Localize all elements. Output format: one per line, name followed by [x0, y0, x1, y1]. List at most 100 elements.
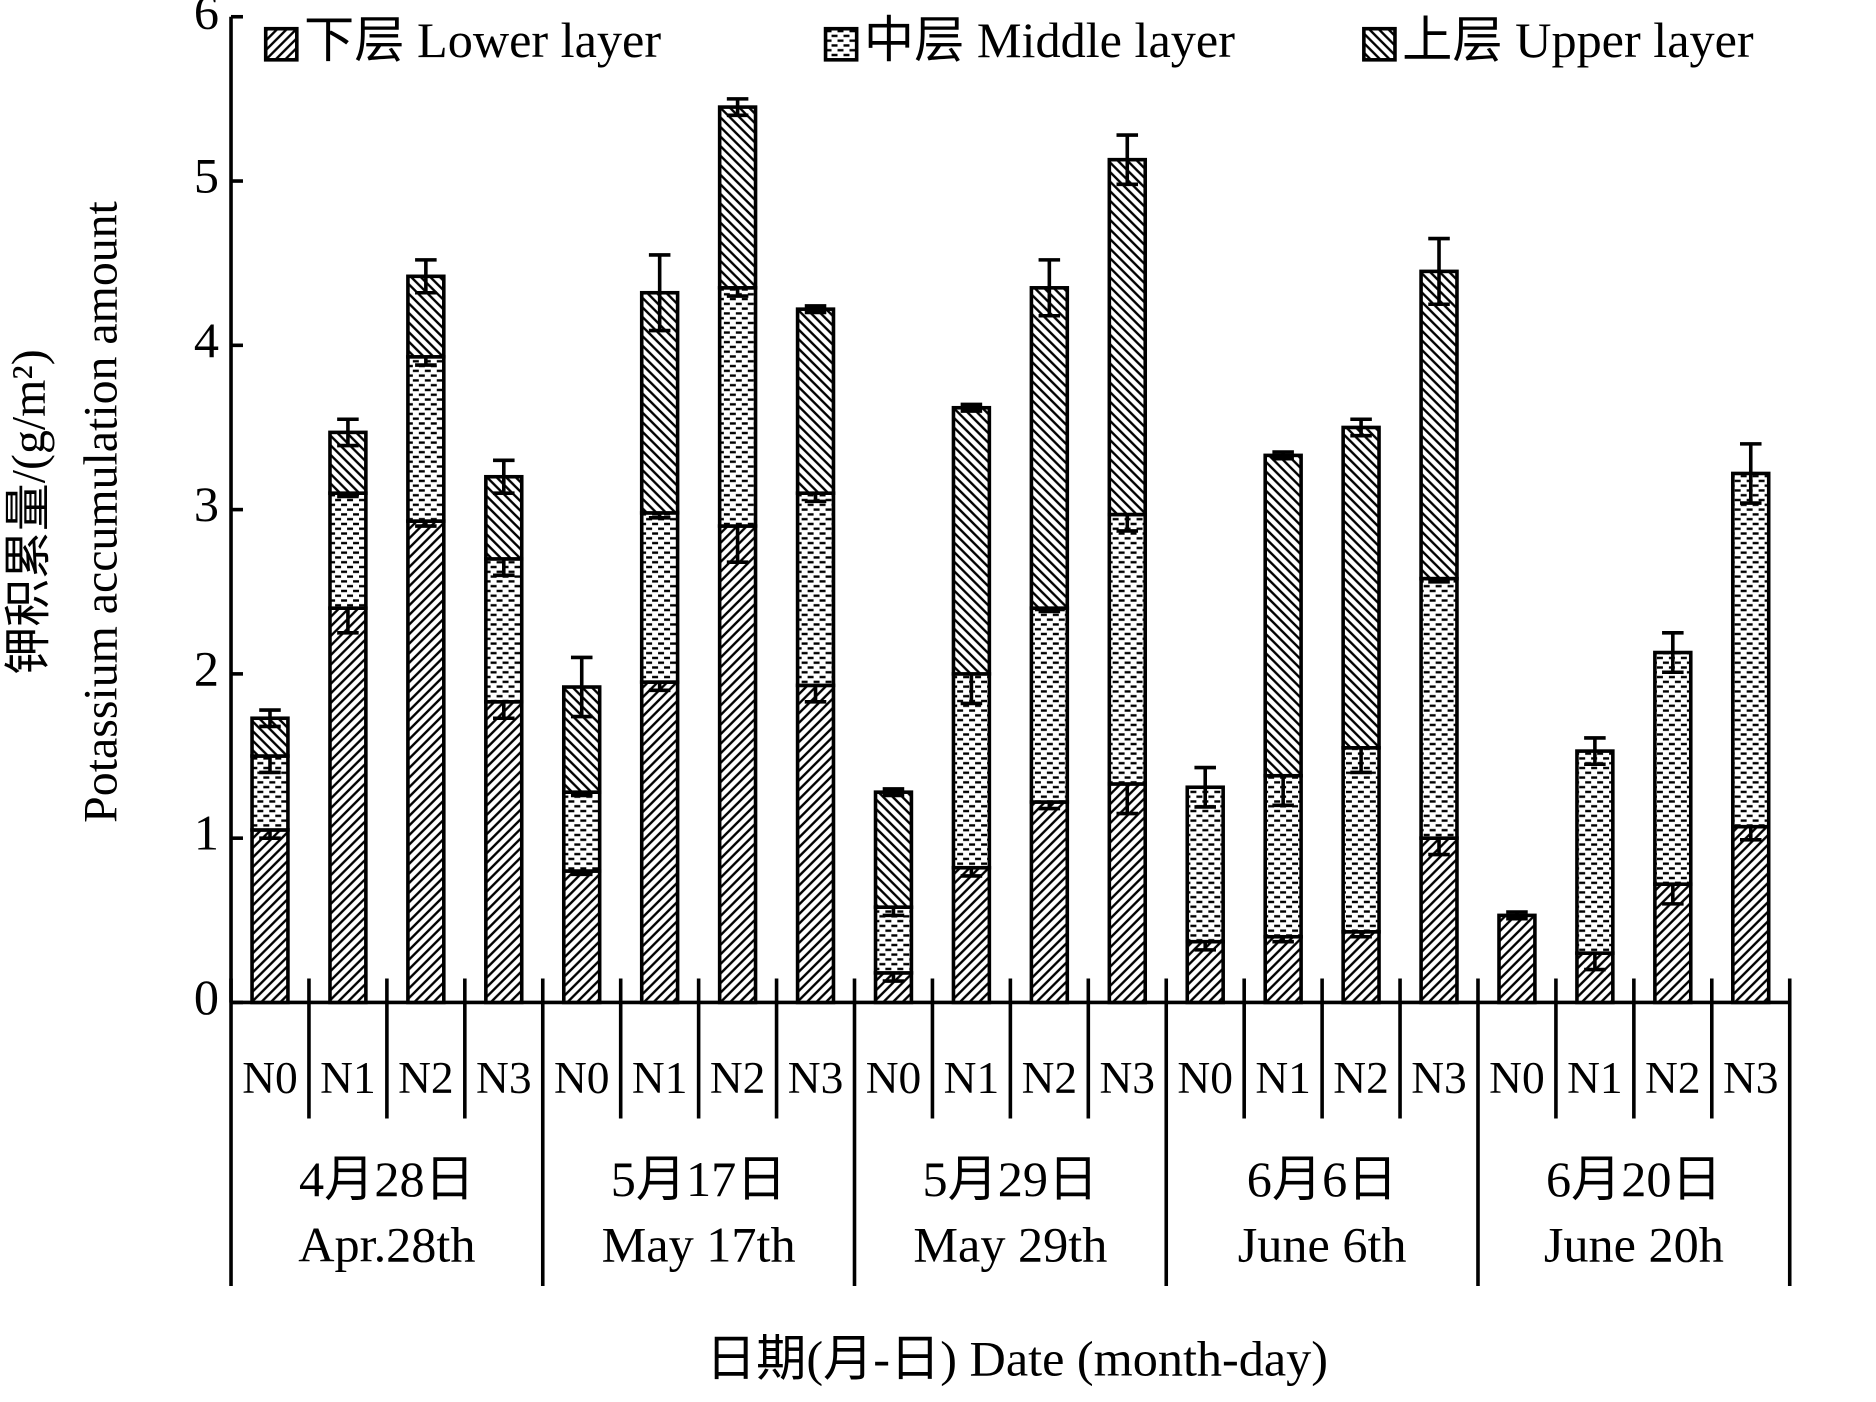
y-tick-label: 2	[194, 640, 219, 696]
x-tick-label: N2	[1645, 1052, 1701, 1103]
group-label: 6月6日	[1247, 1151, 1398, 1207]
error-bar	[1662, 631, 1684, 675]
y-tick-label: 6	[194, 0, 219, 39]
bar-segment	[1341, 425, 1381, 750]
group-label-en: June 6th	[1238, 1217, 1407, 1273]
error-bar	[1350, 417, 1372, 438]
bar-segment	[406, 519, 446, 1005]
bar-segment	[1575, 749, 1615, 955]
x-tick-label: N0	[554, 1052, 610, 1103]
legend-label: 上层 Upper layer	[1402, 12, 1754, 68]
bar-segment	[1341, 930, 1381, 1005]
bar-segment	[1263, 934, 1303, 1005]
bar-segment	[795, 491, 836, 688]
bar-segment	[250, 828, 290, 1005]
bar-segment	[1419, 836, 1459, 1005]
bar-segment	[250, 716, 290, 758]
error-bar	[337, 417, 359, 448]
y-axis-title-en: Potassium accumulation amount	[74, 200, 127, 822]
x-tick-label: N0	[1177, 1052, 1233, 1103]
error-bar	[1194, 765, 1216, 809]
bar-segment	[250, 754, 290, 832]
bar-segment	[951, 865, 992, 1005]
x-tick-label: N0	[242, 1052, 298, 1103]
bar-segment	[1497, 913, 1537, 1005]
bar-segment	[1029, 286, 1070, 610]
bar-segment	[484, 557, 524, 704]
bar-segment	[1341, 746, 1381, 934]
group-label-en: May 17th	[602, 1217, 796, 1273]
bar-segment	[328, 491, 368, 610]
bar-segment	[717, 105, 758, 290]
bar-segment	[561, 869, 602, 1005]
x-tick-label: N1	[1567, 1052, 1623, 1103]
x-tick-label: N2	[710, 1052, 766, 1103]
bar-segment	[561, 790, 602, 873]
x-tick-label: N0	[1489, 1052, 1545, 1103]
bar-segment	[1419, 269, 1459, 581]
error-bar	[648, 253, 671, 333]
error-bar	[1584, 736, 1606, 767]
x-axis-title: 日期(月-日) Date (month-day)	[706, 1330, 1328, 1386]
bar-segment	[717, 524, 758, 1005]
y-tick-label: 0	[194, 969, 219, 1025]
x-tick-label: N3	[1411, 1052, 1467, 1103]
bar-segment	[1107, 782, 1148, 1005]
bar-segment	[406, 355, 446, 523]
x-tick-label: N3	[476, 1052, 532, 1103]
x-tick-label: N3	[788, 1052, 844, 1103]
error-bar	[1116, 133, 1139, 187]
group-label: 5月17日	[611, 1151, 787, 1207]
legend-label: 下层 Lower layer	[304, 12, 661, 68]
legend-swatch	[1362, 26, 1397, 62]
bar-segment	[1419, 576, 1459, 840]
x-tick-label: N1	[320, 1052, 376, 1103]
x-tick-label: N1	[944, 1052, 1000, 1103]
bar-segment	[1107, 157, 1148, 517]
error-bar	[415, 258, 437, 295]
bar-segment	[1029, 800, 1070, 1005]
bar-segment	[795, 683, 836, 1005]
error-bar	[1506, 910, 1528, 921]
group-label: 6月20日	[1546, 1151, 1722, 1207]
bar-segment	[951, 672, 992, 870]
bar-segment	[639, 680, 680, 1005]
bar-segment	[328, 606, 368, 1005]
error-bar	[1739, 442, 1762, 505]
bar-segment	[717, 286, 758, 528]
bar-segment	[484, 700, 524, 1005]
bar-segment	[1263, 453, 1303, 778]
x-tick-label: N3	[1100, 1052, 1156, 1103]
group-label-en: June 20h	[1544, 1217, 1724, 1273]
y-tick-label: 1	[194, 805, 219, 861]
x-tick-label: N1	[1255, 1052, 1311, 1103]
error-bar	[1428, 236, 1450, 307]
y-tick-label: 3	[194, 476, 219, 532]
error-bar	[960, 402, 983, 413]
x-tick-label: N3	[1723, 1052, 1779, 1103]
bar-segment	[1731, 824, 1771, 1005]
group-label: 4月28日	[299, 1151, 475, 1207]
bar-segment	[1107, 512, 1148, 786]
error-bar	[804, 304, 827, 315]
y-axis-title: 钾积累量/(g/m²)	[3, 349, 56, 674]
group-label-en: May 29th	[913, 1217, 1107, 1273]
bar-segment	[1029, 606, 1070, 804]
group-label: 5月29日	[922, 1151, 1098, 1207]
bar-segment	[795, 307, 836, 495]
error-bar	[726, 97, 749, 118]
x-tick-label: N2	[398, 1052, 454, 1103]
bar-segment	[873, 790, 914, 909]
bar-segment	[1185, 785, 1225, 944]
group-label-en: Apr.28th	[298, 1217, 475, 1273]
bar-segment	[1185, 939, 1225, 1005]
error-bar	[1272, 450, 1294, 461]
x-tick-label: N2	[1022, 1052, 1078, 1103]
error-bar	[570, 655, 593, 719]
y-tick-label: 4	[194, 312, 219, 368]
bar-segment	[951, 405, 992, 676]
error-bar	[882, 787, 905, 798]
bar-segment	[1731, 471, 1771, 829]
bar-segment	[639, 511, 680, 684]
